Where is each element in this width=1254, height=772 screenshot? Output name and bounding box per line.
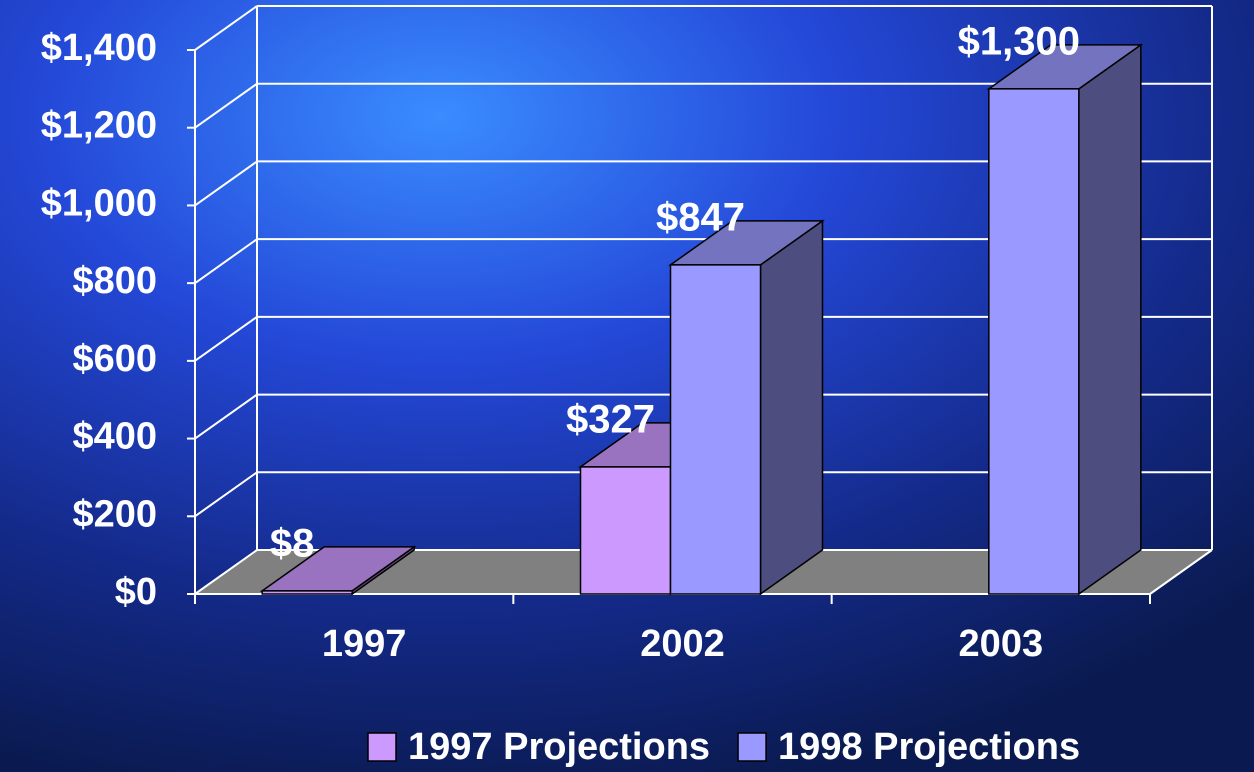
bar-front xyxy=(579,466,672,595)
bar-side xyxy=(759,219,824,596)
grid-line xyxy=(194,471,258,518)
y-tick-label: $1,400 xyxy=(41,27,157,69)
x-axis xyxy=(1149,549,1213,595)
value-label: $1,300 xyxy=(958,19,1080,63)
grid-line xyxy=(194,393,258,440)
bar-front xyxy=(261,590,353,595)
y-tick-label: $600 xyxy=(72,338,157,380)
bar xyxy=(259,545,417,596)
x-tick-label: 2002 xyxy=(640,623,725,665)
y-tick-label: $1,200 xyxy=(41,105,157,147)
grid-line xyxy=(194,160,258,207)
grid-line xyxy=(194,549,258,595)
x-tick-label: 2003 xyxy=(959,623,1044,665)
grid-line xyxy=(194,82,258,129)
y-tick-label: $800 xyxy=(72,260,157,302)
bar-front xyxy=(988,88,1080,595)
bar-side xyxy=(1078,43,1142,596)
y-tick-label: $200 xyxy=(72,493,157,535)
grid-line xyxy=(194,238,258,284)
bar xyxy=(986,43,1144,596)
value-label: $8 xyxy=(270,521,315,565)
x-tick-label: 1997 xyxy=(322,623,407,665)
grid-line xyxy=(194,316,258,362)
bar-front xyxy=(669,264,762,595)
value-label: $327 xyxy=(566,397,655,441)
value-label: $847 xyxy=(656,195,745,239)
legend-label: 1998 Projections xyxy=(778,726,1080,768)
y-tick-label: $400 xyxy=(72,416,157,458)
legend-label: 1997 Projections xyxy=(408,726,710,768)
y-tick-label: $1,000 xyxy=(41,182,157,224)
grid-line xyxy=(194,5,258,51)
bar xyxy=(668,219,825,596)
legend-swatch xyxy=(737,732,767,762)
legend-swatch xyxy=(367,732,397,762)
y-tick-label: $0 xyxy=(115,571,157,613)
